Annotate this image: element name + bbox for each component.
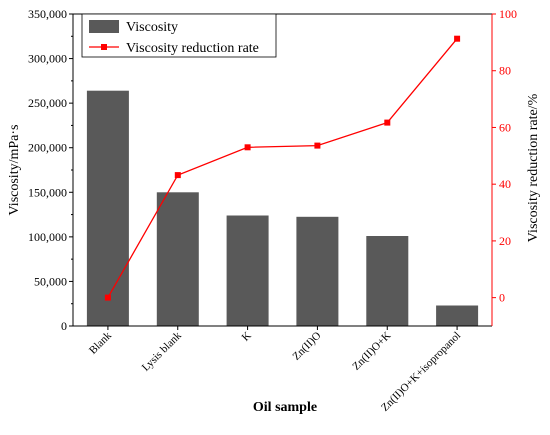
reduction-rate-point-1: [104, 294, 111, 301]
y-tick-label-left-1: 50,000: [34, 274, 67, 288]
legend-label-reduction-rate: Viscosity reduction rate: [126, 41, 259, 56]
category-label-6: Zn(II)O+K+isopropanol: [379, 330, 463, 414]
y-tick-label-left-3: 150,000: [28, 185, 67, 199]
y-tick-label-left-6: 300,000: [28, 52, 67, 66]
y-tick-label-left-0: 0: [61, 319, 67, 333]
legend-swatch-viscosity: [89, 20, 119, 33]
bar-4: [296, 216, 339, 326]
y-tick-label-left-4: 200,000: [28, 141, 67, 155]
legend: Viscosity Viscosity reduction rate: [81, 13, 277, 58]
category-label-1: Blank: [87, 329, 114, 356]
y-tick-label-right-0: 0: [499, 291, 505, 305]
bar-1: [86, 90, 129, 326]
category-label-5: Zn(II)O+K: [350, 330, 393, 373]
y-tick-label-left-2: 100,000: [28, 230, 67, 244]
y-tick-label-right-3: 60: [499, 120, 511, 134]
reduction-rate-point-6: [454, 35, 461, 42]
y-tick-label-left-7: 350,000: [28, 7, 67, 21]
category-label-3: K: [240, 330, 254, 344]
y-axis-title-right: Viscosity reduction rate/%: [526, 93, 541, 242]
reduction-rate-point-2: [174, 172, 181, 179]
reduction-rate-line: [107, 38, 458, 298]
legend-label-viscosity: Viscosity: [126, 20, 178, 35]
y-tick-label-right-5: 100: [499, 7, 517, 21]
reduction-rate-point-3: [244, 144, 251, 151]
y-tick-label-right-2: 40: [499, 177, 511, 191]
axes-layer: [72, 13, 493, 327]
bar-6: [436, 305, 479, 326]
bars-layer: [86, 90, 479, 326]
reduction-rate-point-4: [314, 142, 321, 149]
x-axis-title: Oil sample: [253, 400, 317, 415]
reduction-rate-point-5: [384, 119, 391, 126]
y-axis-title-left: Viscosity/mPa·s: [7, 125, 22, 216]
bar-5: [366, 236, 409, 326]
y-tick-label-right-4: 80: [499, 64, 511, 78]
line-layer: [104, 35, 461, 301]
legend-marker-reduction-rate: [101, 44, 107, 50]
bar-2: [156, 192, 199, 326]
y-tick-label-left-5: 250,000: [28, 96, 67, 110]
y-tick-label-right-1: 20: [499, 234, 511, 248]
category-label-4: Zn(II)O: [290, 330, 323, 363]
ticks-layer: 0 50,000 100,000 150,000 200,000 250,000 300,0…: [28, 7, 517, 333]
bar-3: [226, 215, 269, 326]
category-label-2: Lysis blank: [140, 329, 184, 373]
